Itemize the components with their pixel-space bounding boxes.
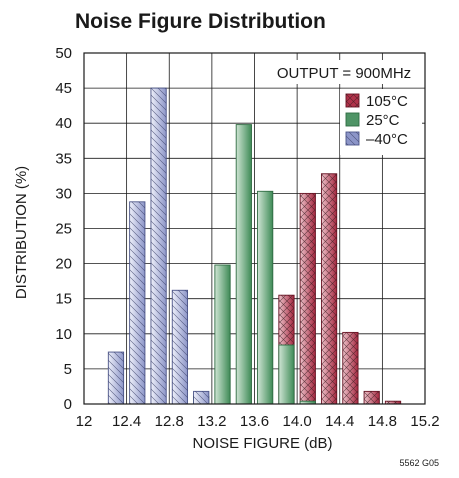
x-tick-label: 12.4 xyxy=(112,413,141,430)
x-tick-label: 15.2 xyxy=(410,413,439,430)
legend: 105°C 25°C –40°C xyxy=(340,89,422,155)
y-tick-label: 0 xyxy=(64,396,72,413)
histogram-bar xyxy=(171,289,189,405)
x-tick-label: 13.6 xyxy=(240,413,269,430)
y-tick-label: 15 xyxy=(55,291,72,308)
x-tick-label: 12 xyxy=(76,413,93,430)
histogram-bar xyxy=(320,173,338,405)
bar-fill xyxy=(214,264,231,405)
y-tick-label: 25 xyxy=(55,221,72,238)
y-tick-label: 50 xyxy=(55,45,72,62)
bar-hatch xyxy=(385,401,401,404)
bar-fill xyxy=(278,344,295,405)
bar-hatch xyxy=(172,290,188,404)
bar-hatch xyxy=(321,173,337,404)
legend-label: 25°C xyxy=(366,112,400,129)
histogram-bar xyxy=(150,87,167,405)
bar-hatch xyxy=(364,391,380,404)
histogram-bar xyxy=(107,351,125,405)
histogram-bar xyxy=(278,344,295,405)
annotation-text: OUTPUT = 900MHz xyxy=(277,65,411,82)
bar-fill xyxy=(235,124,252,405)
histogram-bar xyxy=(193,390,210,405)
x-axis-label: NOISE FIGURE (dB) xyxy=(192,435,332,452)
legend-label: 105°C xyxy=(366,93,408,110)
histogram-bar xyxy=(363,390,380,405)
figure-code: 5562 G05 xyxy=(399,458,439,468)
y-tick-label: 5 xyxy=(64,361,72,378)
bar-hatch xyxy=(193,391,209,404)
bar-hatch xyxy=(129,201,145,404)
bars xyxy=(107,87,402,405)
legend-swatch-hatch xyxy=(346,132,359,145)
y-tick-label: 20 xyxy=(55,256,72,273)
tick-labels: 12 12.4 12.8 13.2 13.6 14.0 14.4 14.8 15.2 0 5 10 15… xyxy=(55,45,439,430)
bar-hatch xyxy=(342,332,359,404)
y-tick-label: 10 xyxy=(55,326,72,343)
bar-hatch xyxy=(150,88,167,404)
y-tick-label: 45 xyxy=(55,80,72,97)
annotation-box: OUTPUT = 900MHz xyxy=(268,60,420,84)
legend-item: 25°C xyxy=(345,112,400,129)
x-tick-label: 12.8 xyxy=(155,413,184,430)
chart-title: Noise Figure Distribution xyxy=(75,10,326,33)
y-axis-label: DISTRIBUTION (%) xyxy=(13,166,30,299)
bar-fill xyxy=(257,190,274,405)
y-tick-label: 30 xyxy=(55,185,72,202)
legend-swatch xyxy=(345,112,360,127)
histogram-bar xyxy=(129,201,146,405)
x-tick-label: 14.8 xyxy=(368,413,397,430)
histogram-bar xyxy=(299,192,316,405)
x-tick-label: 14.0 xyxy=(283,413,312,430)
x-tick-label: 14.4 xyxy=(325,413,354,430)
annotation-background xyxy=(268,60,420,84)
legend-item: –40°C xyxy=(345,131,408,148)
plot-frame xyxy=(83,52,426,405)
histogram-bar xyxy=(257,190,274,405)
legend-label: –40°C xyxy=(366,131,408,148)
legend-item: 105°C xyxy=(345,93,408,110)
histogram-bar xyxy=(214,264,231,405)
x-tick-label: 13.2 xyxy=(197,413,226,430)
y-tick-label: 35 xyxy=(55,150,72,167)
bar-hatch xyxy=(300,193,316,404)
histogram-bar xyxy=(235,124,252,405)
y-tick-label: 40 xyxy=(55,115,72,132)
legend-swatch-hatch xyxy=(346,94,359,107)
bar-hatch xyxy=(108,352,124,404)
histogram-bar xyxy=(342,331,359,405)
